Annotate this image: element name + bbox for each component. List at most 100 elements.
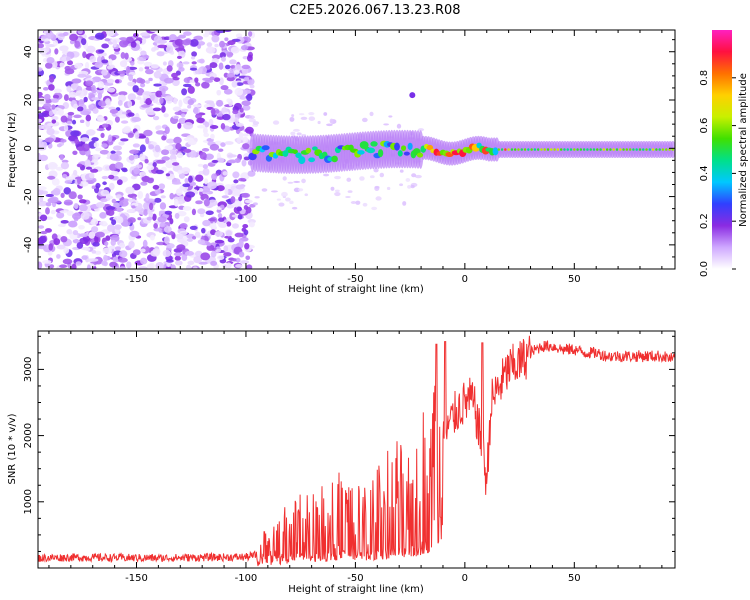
noise-blob [179, 223, 188, 229]
noise-blob [214, 140, 222, 146]
noise-blob [106, 78, 115, 84]
noise-blob [249, 84, 255, 89]
noise-blob [210, 133, 215, 140]
noise-blob [38, 112, 48, 117]
snr-x-tick-label: -50 [347, 573, 363, 584]
noise-blob [211, 159, 219, 163]
noise-blob [152, 161, 157, 168]
noise-blob [148, 202, 154, 211]
band-core [312, 146, 318, 151]
noise-blob [122, 111, 127, 115]
noise-blob [98, 49, 105, 53]
noise-blob [140, 50, 147, 56]
scatter-blob [369, 111, 374, 117]
noise-blob [127, 132, 134, 138]
noise-blob [41, 124, 51, 130]
noise-blob [75, 261, 82, 266]
noise-blob [44, 228, 52, 233]
noise-blob [179, 230, 188, 236]
scatter-blob [396, 123, 402, 129]
noise-blob [173, 252, 183, 257]
noise-blob [105, 235, 111, 241]
noise-blob [169, 192, 175, 200]
noise-blob [192, 104, 202, 108]
noise-blob [165, 45, 174, 54]
noise-blob [85, 75, 92, 79]
noise-blob [108, 106, 116, 110]
spectrogram-x-tick-label: 50 [568, 274, 581, 285]
noise-blob [207, 199, 218, 207]
noise-blob [68, 91, 77, 98]
noise-blob [234, 64, 242, 72]
noise-blob [224, 141, 234, 145]
noise-blob [109, 153, 119, 161]
noise-blob [54, 48, 59, 55]
band-core [523, 148, 527, 151]
noise-blob [57, 223, 66, 227]
noise-blob [242, 143, 250, 150]
noise-blob [106, 30, 116, 37]
noise-blob [126, 198, 136, 202]
noise-blob [139, 153, 146, 161]
scatter-blob [289, 116, 295, 122]
snr-x-tick-label: -150 [125, 573, 148, 584]
noise-blob [38, 67, 43, 72]
noise-blob [150, 64, 159, 69]
band-core [615, 148, 619, 151]
noise-blob [101, 175, 109, 180]
band-core [261, 145, 270, 151]
noise-blob [128, 240, 135, 249]
snr-y-tick-label: 2000 [23, 423, 34, 448]
noise-blob [218, 217, 225, 222]
noise-blob [159, 202, 167, 210]
noise-blob [66, 229, 73, 235]
noise-blob [38, 118, 42, 123]
noise-blob [205, 46, 216, 54]
noise-blob [218, 62, 224, 70]
noise-blob [117, 216, 124, 224]
scatter-blob [285, 197, 291, 202]
noise-blob [201, 227, 206, 234]
noise-blob [217, 255, 225, 261]
noise-blob [86, 129, 96, 136]
noise-blob [71, 263, 77, 269]
noise-blob [219, 77, 224, 86]
noise-blob [207, 181, 218, 190]
noise-blob [219, 40, 226, 48]
noise-blob [117, 99, 123, 106]
band-core [586, 148, 589, 151]
noise-blob [240, 45, 249, 51]
band-core [308, 157, 316, 163]
band-core [397, 150, 403, 157]
noise-blob [70, 83, 77, 89]
noise-blob [231, 223, 239, 229]
scatter-blob [369, 175, 375, 179]
noise-blob [178, 66, 185, 72]
noise-blob [111, 198, 117, 204]
noise-blob [108, 182, 115, 191]
noise-blob [38, 188, 44, 196]
noise-blob [215, 249, 222, 253]
noise-blob [241, 100, 251, 106]
band-core [370, 141, 378, 147]
noise-blob [48, 243, 54, 251]
noise-blob [233, 102, 242, 110]
noise-blob [66, 210, 74, 216]
band-core [366, 147, 376, 154]
noise-blob [152, 115, 160, 121]
noise-blob [138, 67, 144, 72]
noise-blob [208, 217, 216, 222]
noise-blob [69, 33, 79, 42]
noise-blob [60, 220, 69, 224]
band-core [305, 147, 312, 154]
noise-blob [189, 225, 198, 230]
noise-blob [247, 170, 256, 177]
noise-blob [95, 32, 105, 40]
noise-blob [118, 242, 126, 249]
band-core [514, 148, 517, 151]
noise-blob [74, 62, 83, 69]
noise-blob [172, 76, 180, 81]
noise-blob [161, 156, 170, 161]
noise-blob [227, 237, 235, 243]
noise-blob [248, 221, 255, 228]
